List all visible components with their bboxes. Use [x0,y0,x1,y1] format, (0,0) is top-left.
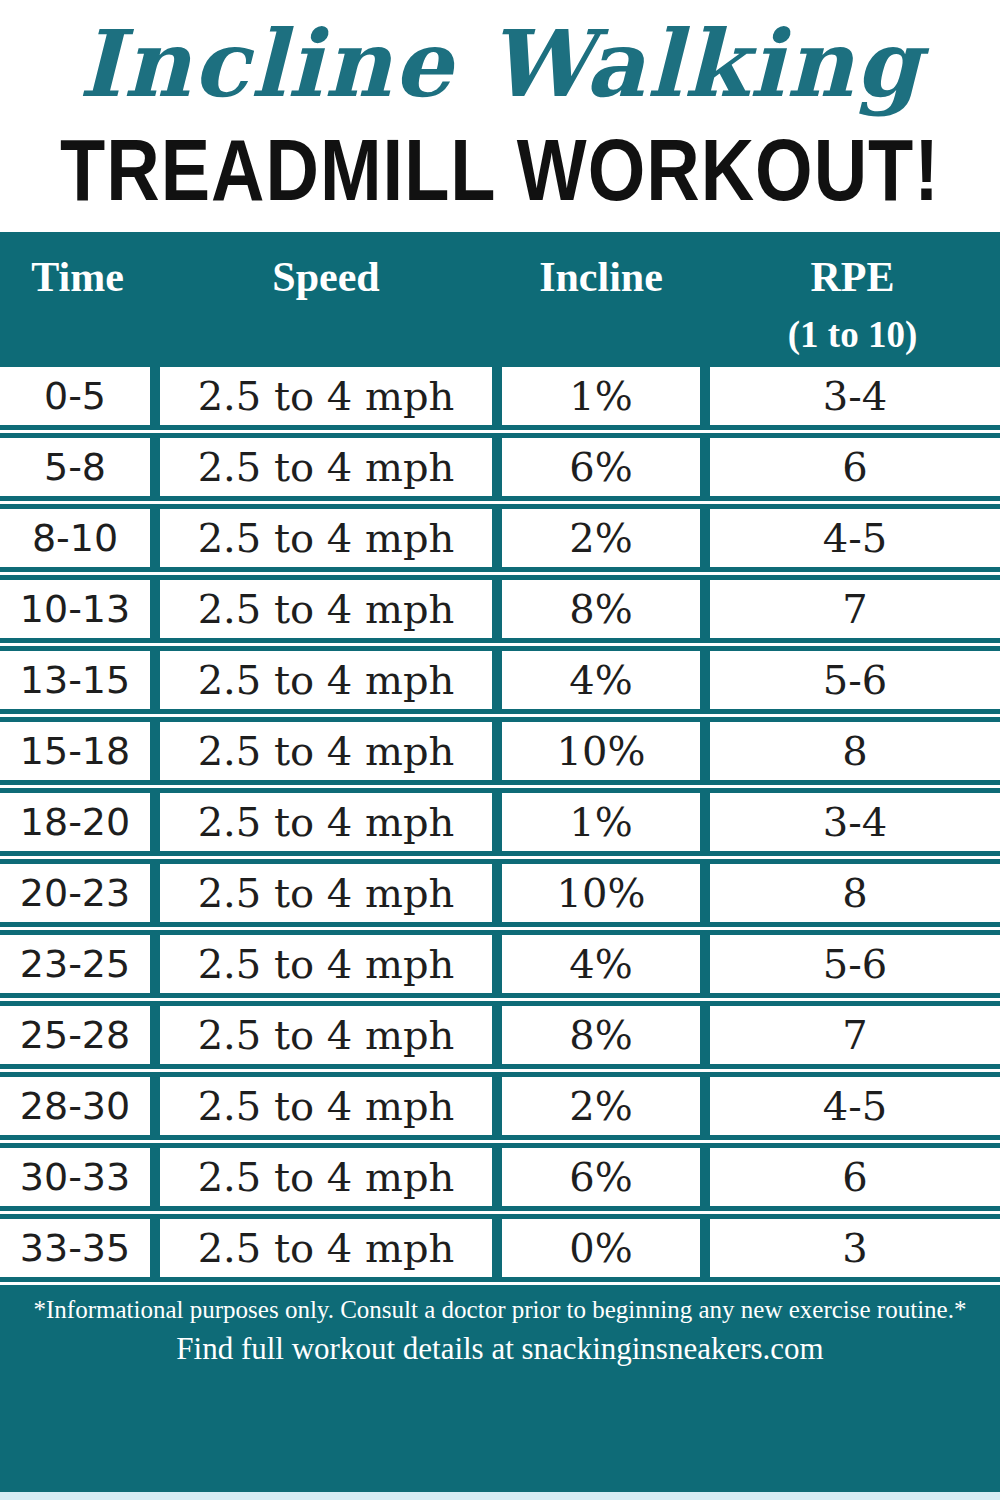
incline-cell: 0% [497,1214,705,1282]
title-block: Incline Walking TREADMILL WORKOUT! [0,0,1000,232]
rpe-cell: 4-5 [705,1072,1000,1140]
incline-cell: 4% [497,646,705,714]
rpe-cell: 5-6 [705,930,1000,998]
workout-table-body: 0-52.5 to 4 mph1%3-45-82.5 to 4 mph6%68-… [0,362,1000,1282]
rpe-cell: 5-6 [705,646,1000,714]
table-row: 18-202.5 to 4 mph1%3-4 [0,788,1000,856]
time-cell: 0-5 [0,362,155,430]
speed-cell: 2.5 to 4 mph [155,1214,497,1282]
footer-details-text: Find full workout details at snackingins… [0,1330,1000,1368]
footer-disclaimer-text: *Informational purposes only. Consult a … [0,1294,1000,1326]
speed-cell: 2.5 to 4 mph [155,362,497,430]
incline-cell: 6% [497,1143,705,1211]
rpe-cell: 3-4 [705,362,1000,430]
rpe-cell: 3-4 [705,788,1000,856]
time-cell: 28-30 [0,1072,155,1140]
rpe-cell: 6 [705,433,1000,501]
speed-cell: 2.5 to 4 mph [155,859,497,927]
rpe-cell: 3 [705,1214,1000,1282]
time-cell: 30-33 [0,1143,155,1211]
table-row: 28-302.5 to 4 mph2%4-5 [0,1072,1000,1140]
time-cell: 33-35 [0,1214,155,1282]
column-header-speed: Speed [155,232,497,362]
incline-cell: 8% [497,575,705,643]
time-cell: 5-8 [0,433,155,501]
time-cell: 20-23 [0,859,155,927]
table-row: 5-82.5 to 4 mph6%6 [0,433,1000,501]
table-row: 0-52.5 to 4 mph1%3-4 [0,362,1000,430]
rpe-cell: 8 [705,859,1000,927]
infographic-page: Incline Walking TREADMILL WORKOUT! Time … [0,0,1000,1500]
table-row: 30-332.5 to 4 mph6%6 [0,1143,1000,1211]
time-cell: 25-28 [0,1001,155,1069]
table-row: 23-252.5 to 4 mph4%5-6 [0,930,1000,998]
incline-cell: 2% [497,504,705,572]
speed-cell: 2.5 to 4 mph [155,575,497,643]
speed-cell: 2.5 to 4 mph [155,1143,497,1211]
incline-cell: 4% [497,930,705,998]
bottom-accent-strip [0,1492,1000,1500]
table-row: 8-102.5 to 4 mph2%4-5 [0,504,1000,572]
incline-cell: 2% [497,1072,705,1140]
incline-cell: 6% [497,433,705,501]
incline-cell: 8% [497,1001,705,1069]
speed-cell: 2.5 to 4 mph [155,1001,497,1069]
time-cell: 18-20 [0,788,155,856]
column-header-time: Time [0,232,155,362]
speed-cell: 2.5 to 4 mph [155,930,497,998]
table-row: 15-182.5 to 4 mph10%8 [0,717,1000,785]
time-cell: 8-10 [0,504,155,572]
time-cell: 13-15 [0,646,155,714]
time-cell: 15-18 [0,717,155,785]
table-header-row: Time Speed Incline RPE (1 to 10) [0,232,1000,362]
rpe-cell: 4-5 [705,504,1000,572]
column-header-rpe-label: RPE [705,254,1000,300]
rpe-cell: 7 [705,1001,1000,1069]
column-header-incline: Incline [497,232,705,362]
incline-cell: 1% [497,788,705,856]
time-cell: 10-13 [0,575,155,643]
speed-cell: 2.5 to 4 mph [155,788,497,856]
speed-cell: 2.5 to 4 mph [155,1072,497,1140]
table-row: 25-282.5 to 4 mph8%7 [0,1001,1000,1069]
incline-cell: 10% [497,717,705,785]
table-row: 10-132.5 to 4 mph8%7 [0,575,1000,643]
table-row: 20-232.5 to 4 mph10%8 [0,859,1000,927]
incline-cell: 10% [497,859,705,927]
speed-cell: 2.5 to 4 mph [155,646,497,714]
speed-cell: 2.5 to 4 mph [155,717,497,785]
table-row: 13-152.5 to 4 mph4%5-6 [0,646,1000,714]
rpe-cell: 6 [705,1143,1000,1211]
speed-cell: 2.5 to 4 mph [155,433,497,501]
footer-band: *Informational purposes only. Consult a … [0,1285,1000,1492]
column-header-rpe: RPE (1 to 10) [705,232,1000,362]
column-header-rpe-sublabel: (1 to 10) [705,312,1000,358]
title-bold-line: TREADMILL WORKOUT! [0,124,1000,218]
rpe-cell: 8 [705,717,1000,785]
title-script-line: Incline Walking [0,0,1000,128]
rpe-cell: 7 [705,575,1000,643]
speed-cell: 2.5 to 4 mph [155,504,497,572]
workout-table: 0-52.5 to 4 mph1%3-45-82.5 to 4 mph6%68-… [0,359,1000,1285]
table-row: 33-352.5 to 4 mph0%3 [0,1214,1000,1282]
incline-cell: 1% [497,362,705,430]
time-cell: 23-25 [0,930,155,998]
